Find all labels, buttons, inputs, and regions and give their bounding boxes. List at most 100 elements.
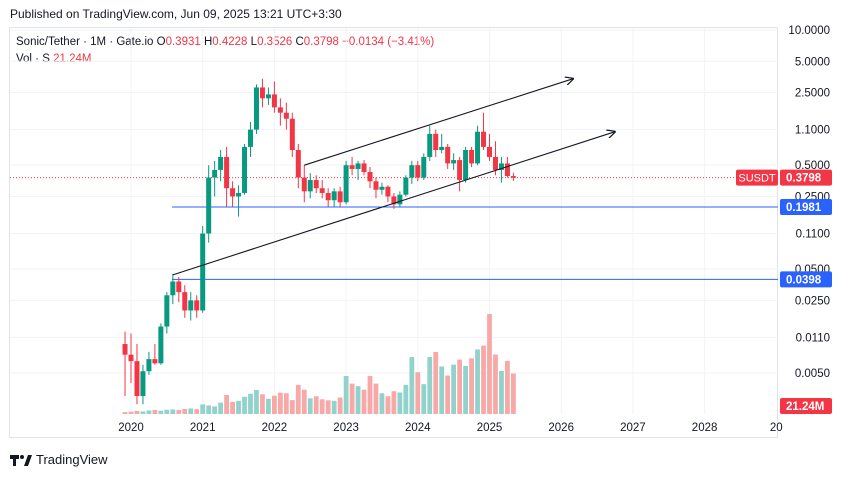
candle-body	[397, 194, 403, 205]
volume-bar	[475, 349, 480, 414]
volume-bar	[331, 400, 337, 414]
legend-close-label: C	[295, 36, 304, 48]
y-tick-2.5000: 2.5000	[795, 88, 830, 100]
candle-body	[170, 281, 176, 296]
candle-body	[218, 156, 224, 170]
candle-body	[498, 163, 504, 170]
volume-bar	[307, 398, 313, 414]
volume-bar	[152, 409, 158, 414]
volume-bar	[487, 314, 492, 414]
candle-body	[206, 177, 212, 234]
y-tick-0.0250: 0.0250	[795, 295, 830, 307]
volume-bar	[505, 360, 510, 414]
candle-body	[158, 326, 164, 364]
candle-body	[433, 133, 439, 151]
candle-body	[415, 165, 421, 178]
volume-bar	[313, 396, 319, 414]
volume-bar	[194, 409, 200, 414]
volume-bar	[254, 389, 259, 414]
x-tick-2022: 2022	[262, 422, 288, 434]
candle-body	[487, 146, 492, 157]
volume-bar	[140, 411, 146, 414]
candle-body	[289, 118, 295, 151]
y-tick-0.1100: 0.1100	[796, 229, 830, 241]
candle-body	[307, 180, 313, 192]
candle-body	[469, 150, 475, 164]
y-tick-1.1000: 1.1000	[795, 125, 830, 137]
candle-body	[140, 371, 146, 397]
volume-bar	[397, 392, 403, 414]
volume-bar	[242, 396, 247, 414]
volume-bar	[481, 345, 486, 414]
legend-low-label: L	[250, 36, 258, 48]
legend-high: 0.4228	[212, 36, 248, 48]
candle-body	[379, 186, 385, 190]
volume-bar	[122, 411, 128, 414]
volume-bar	[206, 405, 212, 414]
candle-body	[134, 361, 140, 397]
candle-body	[122, 344, 128, 355]
candle-body	[224, 156, 230, 189]
candle-body	[319, 188, 325, 193]
legend-volume: Vol · S 21.24M	[16, 53, 91, 65]
x-tick-2024: 2024	[405, 422, 431, 434]
candle-body	[361, 163, 367, 172]
candle-body	[427, 133, 433, 157]
volume-bar	[230, 401, 235, 414]
volume-bar	[433, 351, 439, 414]
volume-bar	[499, 370, 504, 414]
volume-bar	[409, 357, 415, 414]
candle-body	[152, 359, 158, 364]
volume-bar	[272, 395, 277, 414]
volume-bar	[415, 372, 421, 414]
y-tick-0.5000: 0.5000	[795, 160, 830, 172]
legend-open: 0.3931	[165, 36, 201, 48]
price-badge-value: 0.0398	[786, 274, 822, 286]
price-badge-value: 0.1981	[786, 202, 822, 214]
candle-body	[349, 165, 355, 169]
candle-body	[236, 192, 242, 197]
legend-volume-label: Vol · S	[16, 53, 50, 65]
volume-bar	[379, 393, 385, 414]
legend-symbol[interactable]: Sonic/Tether · 1M · Gate.io	[16, 36, 154, 48]
candle-body	[164, 295, 170, 327]
volume-bar	[511, 373, 516, 414]
volume-bar	[295, 384, 301, 414]
volume-bar	[469, 358, 474, 414]
volume-bar	[361, 389, 367, 414]
candle-body	[301, 177, 307, 192]
price-badge	[780, 398, 832, 414]
x-tick-2027: 2027	[620, 422, 646, 434]
price-badge-value: 21.24M	[786, 401, 824, 413]
volume-bar	[343, 376, 349, 414]
published-caption: Published on TradingView.com, Jun 09, 20…	[10, 7, 342, 21]
price-badge-value: 0.3798	[786, 173, 822, 185]
volume-bar	[367, 376, 373, 414]
volume-bar	[224, 395, 229, 414]
candle-body	[242, 146, 248, 193]
candle-body	[391, 196, 397, 205]
candle-body	[188, 300, 194, 311]
candle-body	[403, 177, 409, 195]
chart-frame	[9, 27, 778, 438]
legend-ohlc: Sonic/Tether · 1M · Gate.io O0.3931 H0.4…	[16, 36, 434, 48]
volume-bar	[212, 406, 218, 414]
volume-bar	[385, 396, 391, 414]
volume-bar	[349, 383, 355, 414]
volume-bar	[248, 393, 253, 414]
volume-bar	[283, 393, 289, 414]
legend-close: 0.3798	[303, 36, 339, 48]
volume-bar	[451, 364, 457, 414]
candle-body	[265, 94, 271, 99]
x-tick-2021: 2021	[190, 422, 216, 434]
volume-bar	[266, 398, 271, 414]
volume-bar	[325, 400, 331, 414]
volume-bar	[176, 409, 182, 414]
footer-brand: TradingView	[36, 452, 108, 467]
volume-bar	[319, 399, 325, 414]
y-tick-0.0050: 0.0050	[795, 368, 830, 380]
volume-bar	[260, 394, 265, 414]
volume-bar	[421, 384, 427, 414]
volume-bar	[391, 391, 397, 414]
